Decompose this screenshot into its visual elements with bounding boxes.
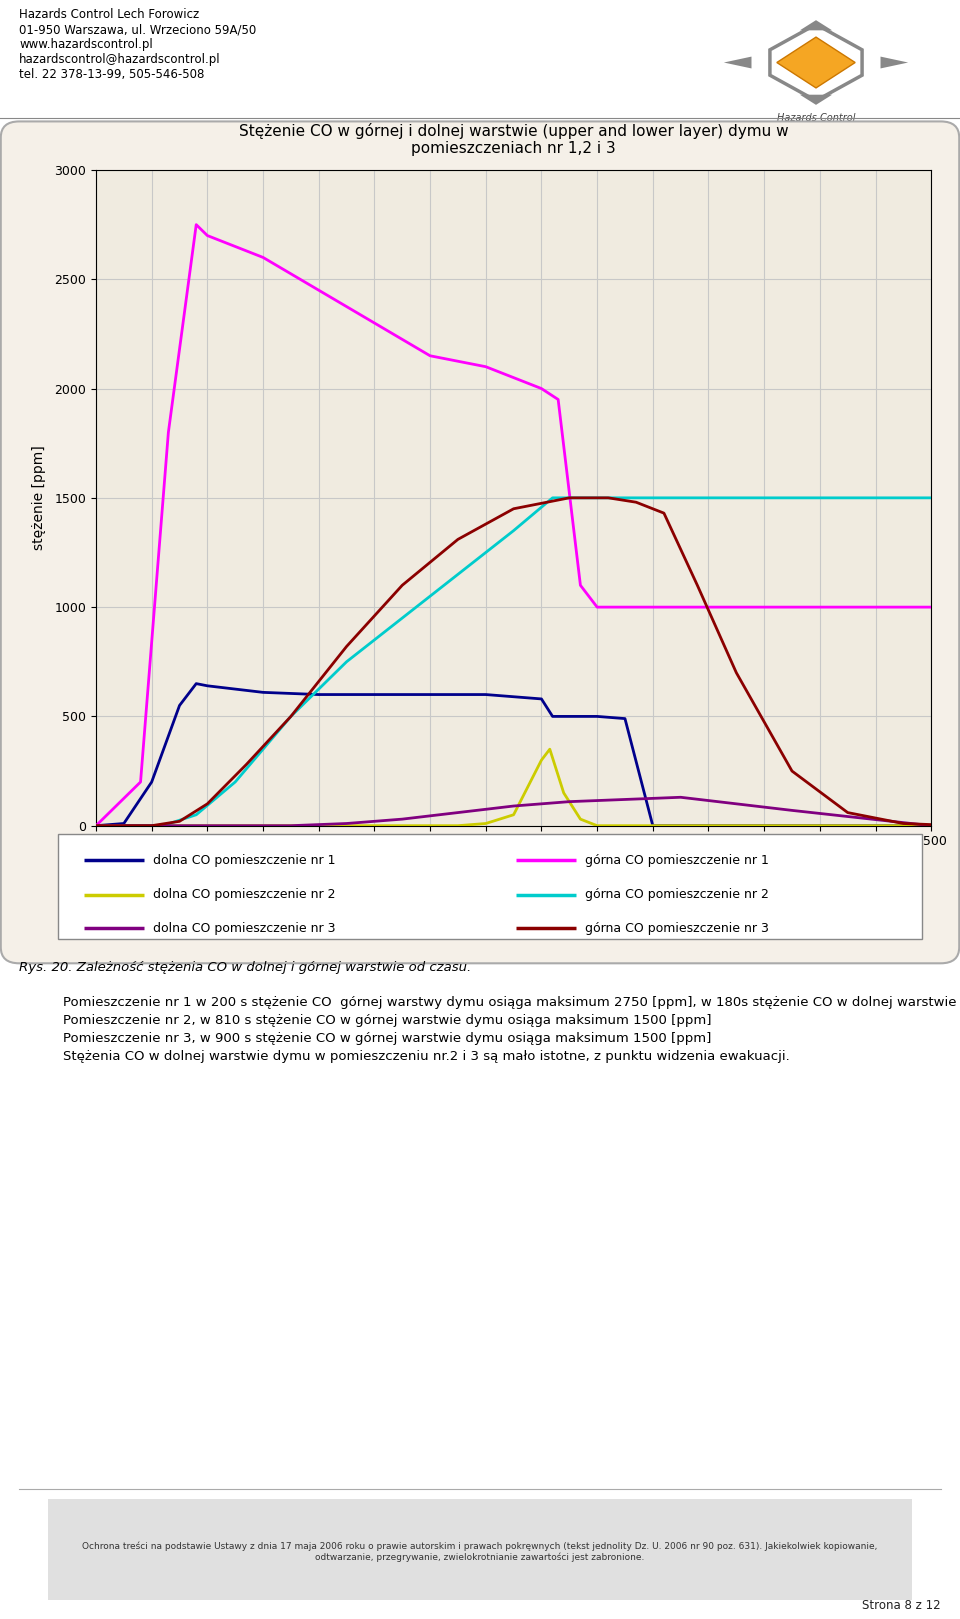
Polygon shape: [800, 19, 832, 31]
Text: dolna CO pomieszczenie nr 1: dolna CO pomieszczenie nr 1: [153, 853, 335, 866]
Text: górna CO pomieszczenie nr 1: górna CO pomieszczenie nr 1: [585, 853, 769, 866]
FancyBboxPatch shape: [1, 121, 959, 963]
FancyBboxPatch shape: [48, 1499, 912, 1600]
Text: Pomieszczenie nr 1 w 200 s stężenie CO  górnej warstwy dymu osiąga maksimum 2750: Pomieszczenie nr 1 w 200 s stężenie CO g…: [29, 996, 960, 1062]
Text: Rys. 20. Zależność stężenia CO w dolnej i górnej warstwie od czasu.: Rys. 20. Zależność stężenia CO w dolnej …: [19, 960, 471, 975]
Text: Ochrona treści na podstawie Ustawy z dnia 17 maja 2006 roku o prawie autorskim i: Ochrona treści na podstawie Ustawy z dni…: [83, 1541, 877, 1562]
Text: Strona 8 z 12: Strona 8 z 12: [862, 1598, 941, 1613]
X-axis label: czas [s]: czas [s]: [487, 863, 540, 876]
Text: Hazards Control: Hazards Control: [777, 113, 855, 123]
Y-axis label: stężenie [ppm]: stężenie [ppm]: [32, 445, 46, 550]
Title: Stężenie CO w górnej i dolnej warstwie (upper and lower layer) dymu w
pomieszcze: Stężenie CO w górnej i dolnej warstwie (…: [239, 123, 788, 157]
Polygon shape: [800, 94, 832, 105]
Text: Hazards Control Lech Forowicz
01-950 Warszawa, ul. Wrzeciono 59A/50
www.hazardsc: Hazards Control Lech Forowicz 01-950 War…: [19, 8, 256, 81]
FancyBboxPatch shape: [58, 834, 922, 939]
Polygon shape: [777, 37, 855, 87]
Text: górna CO pomieszczenie nr 2: górna CO pomieszczenie nr 2: [585, 889, 769, 902]
Text: dolna CO pomieszczenie nr 2: dolna CO pomieszczenie nr 2: [153, 889, 335, 902]
Text: górna CO pomieszczenie nr 3: górna CO pomieszczenie nr 3: [585, 921, 769, 936]
Polygon shape: [724, 57, 752, 68]
Polygon shape: [880, 57, 908, 68]
Text: dolna CO pomieszczenie nr 3: dolna CO pomieszczenie nr 3: [153, 921, 335, 936]
